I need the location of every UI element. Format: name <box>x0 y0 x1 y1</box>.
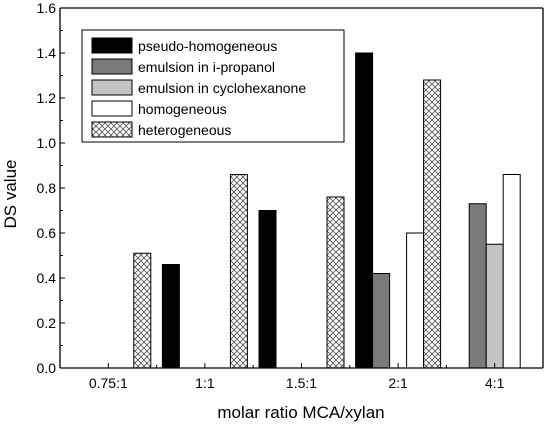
x-axis-label: molar ratio MCA/xylan <box>217 403 384 422</box>
legend-swatch <box>91 121 133 138</box>
y-tick-label: 1.4 <box>37 45 57 61</box>
bars <box>133 52 521 369</box>
x-tick-label: 0.75:1 <box>89 375 128 391</box>
legend-label: emulsion in i-propanol <box>138 59 275 75</box>
legend: pseudo-homogeneous emulsion in i-propanol… <box>81 29 345 143</box>
legend-label: heterogeneous <box>138 122 231 138</box>
y-tick-label: 1.6 <box>37 0 57 16</box>
legend-swatch <box>91 79 133 96</box>
x-tick-label: 1.5:1 <box>286 375 317 391</box>
legend-label: emulsion in cyclohexanone <box>138 80 306 96</box>
x-tick-label: 4:1 <box>485 375 505 391</box>
y-tick-label: 0.0 <box>37 360 57 376</box>
bar-pseudo-homogeneous-1-1 <box>161 264 180 369</box>
bar-emulsion-in-cyclohexanone-4-1 <box>485 243 504 369</box>
bar-emulsion-in-i-propanol-4-1 <box>468 203 487 369</box>
y-axis-label: DS value <box>1 160 20 229</box>
axes: 0.0 0.2 0.4 0.6 0.8 1.0 1.2 1.4 1.6 0.75:1 1:1 1.5:… <box>37 0 544 391</box>
bar-heterogeneous-1-1 <box>229 174 248 369</box>
bar-emulsion-in-i-propanol-2-1 <box>372 273 391 369</box>
y-tick-label: 1.2 <box>37 90 57 106</box>
bar-heterogeneous-0-75-1 <box>133 252 152 369</box>
bar-pseudo-homogeneous-1-5-1 <box>258 210 277 369</box>
bar-pseudo-homogeneous-2-1 <box>355 52 374 369</box>
y-tick-label: 0.6 <box>37 225 57 241</box>
legend-swatch <box>91 100 133 117</box>
y-tick-label: 0.4 <box>37 270 57 286</box>
bar-homogeneous-2-1 <box>406 232 425 369</box>
legend-label: homogeneous <box>138 101 227 117</box>
x-tick-label: 2:1 <box>388 375 408 391</box>
bar-heterogeneous-1-5-1 <box>326 196 345 369</box>
x-tick-label: 1:1 <box>195 375 215 391</box>
y-tick-label: 1.0 <box>37 135 57 151</box>
legend-swatch <box>91 58 133 75</box>
bar-heterogeneous-2-1 <box>423 79 442 369</box>
legend-swatch <box>91 37 133 54</box>
y-tick-label: 0.2 <box>37 315 57 331</box>
legend-label: pseudo-homogeneous <box>138 38 277 54</box>
y-tick-label: 0.8 <box>37 180 57 196</box>
bar-homogeneous-4-1 <box>502 174 521 369</box>
